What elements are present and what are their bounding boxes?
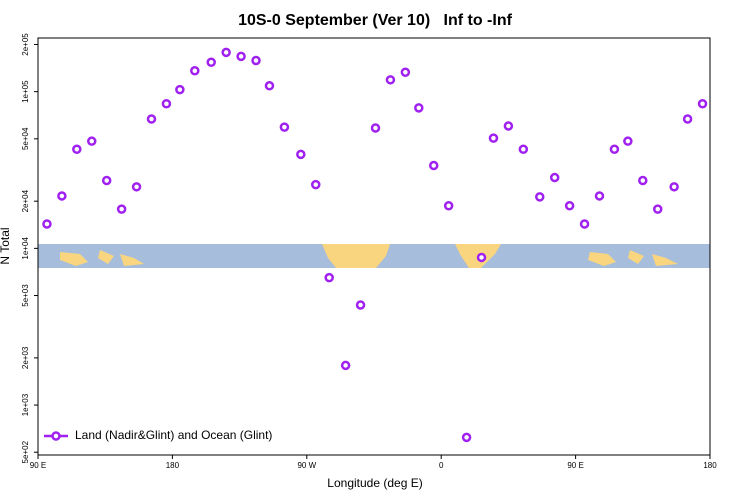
point: [296, 149, 306, 160]
point: [101, 175, 112, 186]
legend-marker: [51, 431, 61, 441]
point: [236, 51, 246, 62]
x-tick-label: 90 W: [297, 461, 316, 470]
point: [311, 179, 321, 190]
point: [682, 114, 693, 124]
point: [697, 99, 708, 109]
y-tick-label: 1e+03: [21, 393, 30, 416]
point: [503, 121, 514, 131]
point: [146, 114, 157, 124]
point: [206, 57, 216, 68]
point: [488, 133, 499, 143]
x-axis-label: Longitude (deg E): [327, 476, 422, 490]
x-tick-label: 90 E: [30, 461, 46, 470]
point: [190, 65, 200, 76]
point: [87, 136, 97, 146]
point: [42, 219, 52, 229]
y-tick-label: 1e+04: [21, 237, 30, 260]
point: [370, 123, 381, 133]
point: [443, 201, 454, 211]
y-tick-label: 5e+04: [21, 127, 30, 150]
plot-frame: [37, 37, 711, 456]
y-tick-label: 5e+02: [21, 440, 30, 463]
point: [57, 191, 67, 201]
point: [428, 160, 439, 171]
y-tick-label: 2e+05: [21, 33, 30, 56]
point: [535, 192, 545, 202]
x-tick-label: 180: [703, 461, 717, 470]
point: [609, 144, 620, 154]
map-strip: [38, 244, 710, 268]
point: [476, 252, 487, 263]
point: [564, 201, 575, 211]
point: [400, 67, 411, 77]
point: [72, 144, 82, 154]
y-tick-label: 1e+05: [21, 80, 30, 103]
point: [355, 300, 366, 310]
point: [279, 122, 290, 132]
y-tick-label: 2e+04: [21, 189, 30, 212]
point: [518, 144, 529, 154]
point: [175, 84, 185, 95]
point: [131, 182, 142, 192]
point: [669, 182, 679, 192]
point: [623, 136, 633, 146]
point: [549, 172, 560, 183]
point: [221, 47, 231, 58]
point: [414, 103, 424, 113]
y-tick-label: 5e+03: [21, 284, 30, 307]
point: [652, 204, 663, 214]
point: [251, 55, 261, 66]
point: [340, 360, 351, 371]
x-tick-label: 90 E: [567, 461, 583, 470]
legend-label: Land (Nadir&Glint) and Ocean (Glint): [75, 428, 272, 442]
x-tick-label: 0: [439, 461, 444, 470]
y-axis-label: N Total: [0, 227, 12, 264]
chart-title: 10S-0 September (Ver 10) Inf to -Inf: [238, 12, 513, 29]
point: [385, 75, 396, 85]
point: [638, 175, 648, 186]
point: [461, 432, 472, 443]
point: [264, 81, 275, 91]
point: [161, 99, 172, 109]
point: [594, 191, 605, 201]
point: [324, 272, 334, 283]
point: [116, 204, 127, 214]
x-tick-label: 180: [166, 461, 180, 470]
y-tick-label: 2e+03: [21, 346, 30, 369]
point: [579, 219, 590, 229]
